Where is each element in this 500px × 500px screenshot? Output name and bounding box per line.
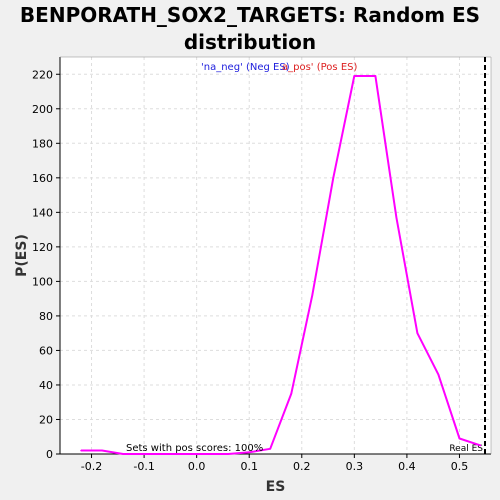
data-point bbox=[332, 177, 335, 179]
chart-title-line2: distribution bbox=[183, 30, 317, 54]
data-point bbox=[80, 449, 82, 452]
x-tick-label: 0.5 bbox=[451, 460, 469, 473]
data-point bbox=[122, 453, 124, 455]
data-point bbox=[437, 373, 440, 376]
y-tick-label: 20 bbox=[39, 413, 53, 426]
x-tick-label: 0.4 bbox=[398, 460, 416, 473]
x-tick-label: 0.3 bbox=[346, 460, 364, 473]
data-point bbox=[269, 448, 272, 450]
data-point bbox=[164, 453, 166, 455]
data-point bbox=[143, 453, 145, 455]
x-axis-label: ES bbox=[266, 479, 286, 495]
data-point bbox=[290, 392, 293, 395]
y-tick-label: 180 bbox=[32, 137, 53, 150]
y-tick-label: 200 bbox=[32, 103, 53, 116]
x-tick-label: 0.0 bbox=[188, 460, 206, 473]
chart-title-line1: BENPORATH_SOX2_TARGETS: Random ES bbox=[19, 3, 481, 27]
y-tick-label: 40 bbox=[39, 379, 53, 392]
data-point bbox=[185, 453, 187, 455]
y-axis-label: P(ES) bbox=[14, 234, 30, 277]
y-tick-label: 0 bbox=[46, 448, 53, 461]
y-tick-label: 160 bbox=[32, 172, 53, 185]
y-tick-label: 140 bbox=[32, 206, 53, 219]
data-point bbox=[416, 332, 419, 334]
data-point bbox=[311, 294, 314, 297]
x-tick-label: -0.2 bbox=[81, 460, 102, 473]
x-tick-label: -0.1 bbox=[133, 460, 154, 473]
legend-neg-es: 'na_neg' (Neg ES) bbox=[201, 62, 290, 73]
real-es-label: Real ES bbox=[449, 444, 483, 454]
x-tick-label: 0.1 bbox=[240, 460, 258, 473]
y-tick-label: 80 bbox=[39, 310, 53, 323]
data-point bbox=[101, 449, 103, 452]
data-point bbox=[479, 444, 482, 447]
series-line bbox=[81, 75, 481, 455]
data-point bbox=[395, 216, 398, 219]
legend-pos-es: a_pos' (Pos ES) bbox=[282, 62, 357, 73]
y-tick-label: 100 bbox=[32, 275, 53, 288]
y-tick-label: 60 bbox=[39, 344, 53, 357]
y-tick-label: 120 bbox=[32, 241, 53, 254]
plot-area bbox=[60, 57, 491, 454]
data-point bbox=[206, 453, 208, 455]
data-point bbox=[227, 453, 229, 455]
y-tick-label: 220 bbox=[32, 68, 53, 81]
chart-title: BENPORATH_SOX2_TARGETS: Random ES distri… bbox=[0, 2, 500, 56]
pos-scores-annotation: Sets with pos scores: 100% bbox=[126, 443, 263, 454]
data-point bbox=[248, 451, 251, 454]
data-point bbox=[458, 437, 461, 440]
data-point bbox=[353, 75, 356, 77]
x-tick-label: 0.2 bbox=[293, 460, 311, 473]
data-point bbox=[374, 75, 377, 77]
